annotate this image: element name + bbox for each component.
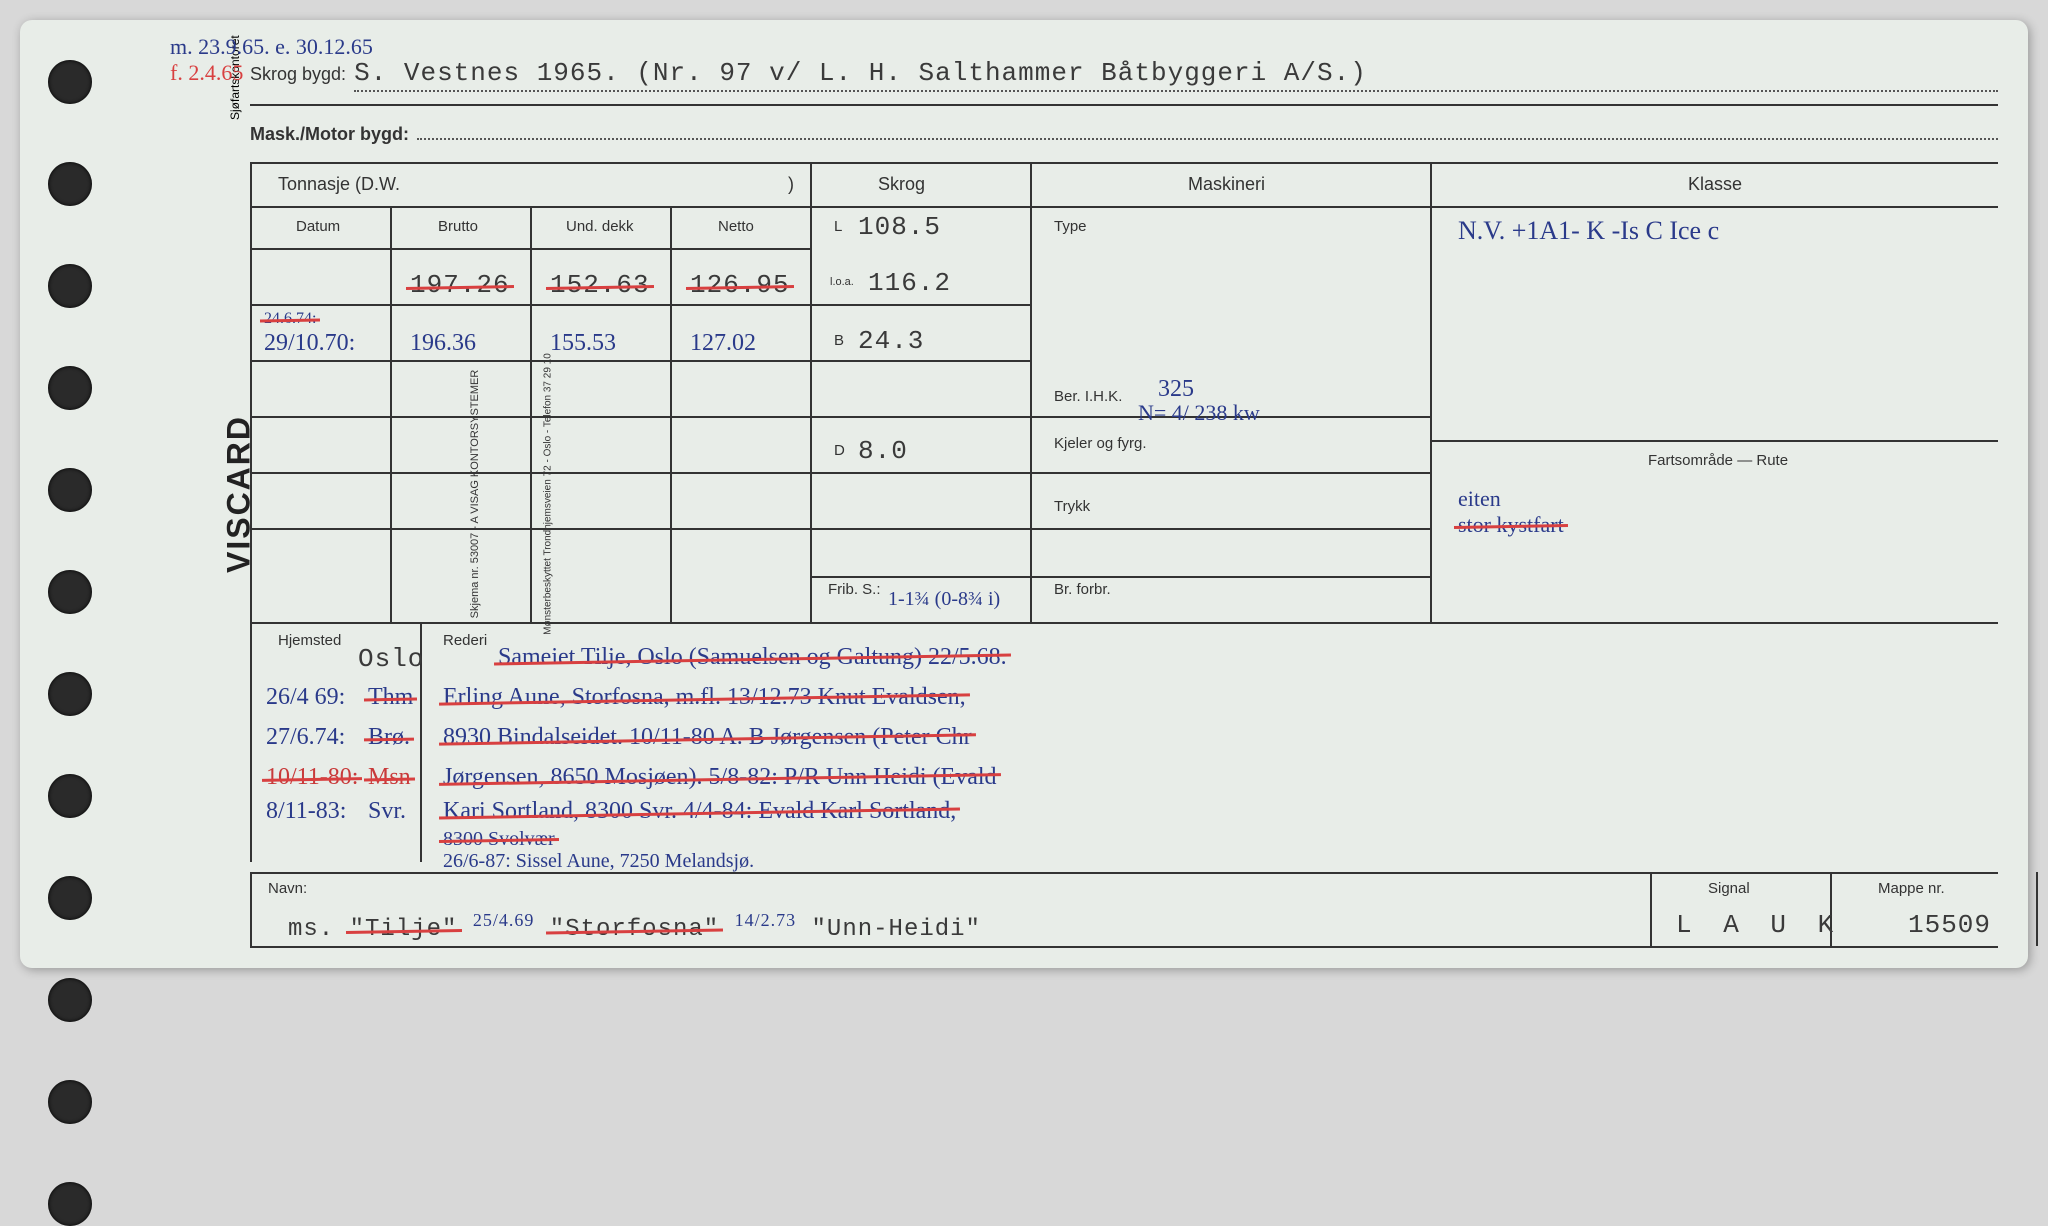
D-label: D [826, 438, 853, 463]
br-label: Br. forbr. [1046, 578, 1119, 603]
handnote-line2: f. 2.4.65 [170, 60, 243, 85]
owner-1: Erling Aune, Storfosna, m.fl. 13/12.73 K… [443, 684, 966, 710]
navn-label: Navn: [260, 876, 315, 901]
ihk-label: Ber. I.H.K. [1046, 384, 1130, 409]
card-content: m. 23.9.65. e. 30.12.65 f. 2.4.65 Skrog … [250, 40, 1998, 948]
mappe-value: 15509 [1900, 906, 1999, 944]
place-1: Thm [368, 684, 413, 710]
B-value: 24.3 [850, 322, 932, 360]
und-1: 152.63 [550, 270, 650, 300]
farts-value2: stor kystfart [1458, 512, 1564, 537]
mask-motor-label: Mask./Motor bygd: [250, 124, 409, 145]
tonnasje-paren: ) [780, 170, 802, 199]
owner-2: 8930 Bindalseidet. 10/11-80 A. B Jørgens… [443, 724, 972, 750]
col-datum: Datum [288, 214, 348, 239]
owner-3: Jørgensen, 8650 Mosjøen). 5/8-82: P/R Un… [443, 764, 997, 790]
place-4: Svr. [360, 794, 414, 829]
skrog-bygd-value: S. Vestnes 1965. (Nr. 97 v/ L. H. Saltha… [354, 58, 1998, 92]
farts-label: Fartsområde — Rute [1640, 448, 1796, 473]
signal-label: Signal [1700, 876, 1758, 901]
place-3: Msn [368, 764, 411, 790]
handnote-line1: m. 23.9.65. e. 30.12.65 [170, 34, 373, 59]
datum-over: 24.6.74: [264, 310, 316, 327]
frib-value: 1-1¾ (0-8¾ i) [880, 584, 1008, 615]
frib-label: Frib. S.: [820, 578, 889, 603]
type-label: Type [1046, 214, 1095, 239]
place-2: Brø. [368, 724, 410, 750]
ihk-note: N= 4/ 238 kw [1130, 396, 1268, 430]
place-0: Oslo [350, 640, 432, 678]
mask-motor-value [417, 118, 1998, 140]
owner-4: Kari Sortland, 8300 Svr. 4/4-84: Evald K… [443, 798, 956, 824]
date-3: 10/11-80: [266, 764, 358, 790]
skrog-header: Skrog [870, 170, 933, 199]
L-label: L [826, 214, 850, 239]
klasse-header: Klasse [1680, 170, 1750, 199]
signal-value: L A U K [1668, 906, 1849, 944]
trykk-label: Trykk [1046, 494, 1098, 519]
skrog-bygd-label: Skrog bygd: [250, 64, 346, 85]
date-4: 8/11-83: [258, 794, 354, 829]
owner-0: Sameiet Tilje, Oslo (Samuelsen og Galtun… [498, 644, 1007, 670]
tonnasje-label: Tonnasje (D.W. [270, 170, 408, 199]
hjemsted-label: Hjemsted [270, 628, 349, 653]
date-2: 27/6.74: [258, 720, 353, 755]
col-brutto: Brutto [430, 214, 486, 239]
loa-label: l.o.a. [822, 272, 862, 292]
rederi-label: Rederi [435, 628, 495, 653]
farts-value1: eiten [1458, 486, 1501, 511]
klasse-value: N.V. +1A1- K -Is C Ice c [1450, 212, 1727, 250]
datum-2: 29/10.70: [256, 326, 363, 361]
netto-2: 127.02 [682, 326, 764, 361]
navn-value: ms. "Tilje" 25/4.69 "Storfosna" 14/2.73 … [280, 906, 989, 947]
netto-1: 126.95 [690, 270, 790, 300]
maskineri-header: Maskineri [1180, 170, 1273, 199]
col-netto: Netto [710, 214, 762, 239]
D-value: 8.0 [850, 432, 916, 470]
index-card: VISCARD Skjema nr. 53007 - A VISAG KONTO… [20, 20, 2028, 968]
kjeler-label: Kjeler og fyrg. [1046, 432, 1155, 457]
brutto-1: 197.26 [410, 270, 510, 300]
L-value: 108.5 [850, 208, 949, 246]
brutto-2: 196.36 [402, 326, 484, 361]
loa-value: 116.2 [860, 264, 959, 302]
col-und: Und. dekk [558, 214, 642, 239]
mappe-label: Mappe nr. [1870, 876, 1953, 901]
B-label: B [826, 328, 852, 353]
punch-holes [48, 60, 92, 1226]
und-2: 155.53 [542, 326, 624, 361]
date-1: 26/4 69: [258, 680, 353, 715]
